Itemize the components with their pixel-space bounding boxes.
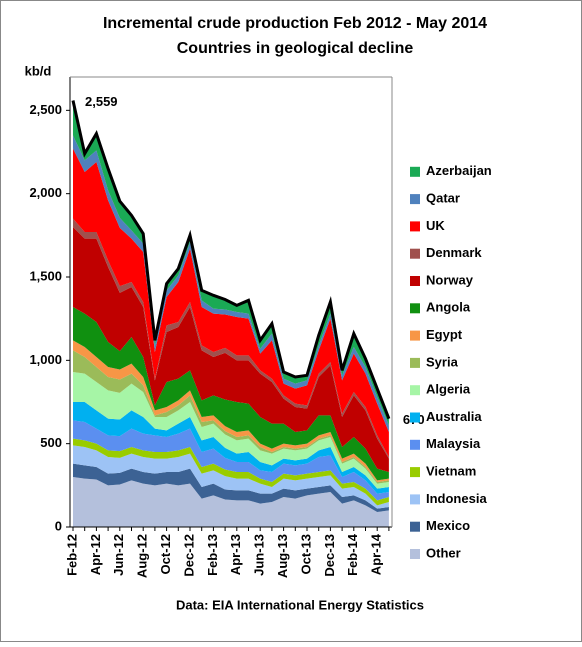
area <box>73 148 389 457</box>
legend-label: Malaysia <box>426 436 481 451</box>
x-tick-label: Aug-12 <box>135 534 150 578</box>
legend-swatch <box>410 248 420 259</box>
area <box>73 445 389 509</box>
legend-label: Angola <box>426 300 471 315</box>
x-tick-label: Dec-13 <box>322 534 337 577</box>
chart-title: Incremental crude production Feb 2012 - … <box>103 15 487 32</box>
legend-swatch <box>410 276 420 286</box>
area <box>73 218 389 459</box>
legend-label: Azerbaijan <box>426 163 492 178</box>
legend-label: Qatar <box>426 191 460 206</box>
legend-label: Australia <box>426 409 482 424</box>
source-note: Data: EIA International Energy Statistic… <box>176 597 424 612</box>
y-tick-label: 0 <box>55 518 62 533</box>
legend-label: Mexico <box>426 518 470 533</box>
area <box>73 463 389 512</box>
legend-label: Norway <box>426 272 474 287</box>
legend-label: Indonesia <box>426 491 487 506</box>
y-tick-label: 2,500 <box>29 102 62 117</box>
total-outline <box>71 100 391 420</box>
legend-swatch <box>410 357 420 368</box>
x-tick-label: Oct-12 <box>158 534 173 574</box>
y-tick-label: 1,500 <box>29 268 62 283</box>
legend-swatch <box>410 521 420 532</box>
x-tick-label: Aug-13 <box>275 534 290 578</box>
x-tick-label: Jun-12 <box>111 534 126 576</box>
legend-swatch <box>410 303 420 314</box>
x-tick-label: Apr-12 <box>88 534 103 575</box>
annotation: 2,559 <box>85 94 118 109</box>
area <box>73 438 389 506</box>
legend-label: Syria <box>426 354 459 369</box>
x-tick-label: Apr-13 <box>228 534 243 575</box>
x-tick-label: Feb-14 <box>345 533 360 576</box>
legend-label: Egypt <box>426 327 463 342</box>
x-tick-label: Jun-13 <box>252 534 267 576</box>
x-tick-label: Apr-14 <box>369 533 384 575</box>
y-tick-label: 500 <box>40 435 62 450</box>
legend-swatch <box>410 166 420 177</box>
legend-label: UK <box>426 218 445 233</box>
y-tick-label: 2,000 <box>29 185 62 200</box>
legend-swatch <box>410 221 420 232</box>
area <box>73 420 389 501</box>
legend-swatch <box>410 385 420 396</box>
y-tick-label: 1,000 <box>29 352 62 367</box>
legend-swatch <box>410 330 420 341</box>
chart-subtitle: Countries in geological decline <box>177 40 414 57</box>
legend-swatch <box>410 439 420 450</box>
legend-label: Vietnam <box>426 464 476 479</box>
area <box>73 477 389 527</box>
legend-swatch <box>410 494 420 505</box>
legend-swatch <box>410 549 420 559</box>
x-tick-label: Feb-13 <box>205 534 220 576</box>
area <box>73 227 389 472</box>
y-axis-label: kb/d <box>25 63 52 78</box>
legend-label: Algeria <box>426 382 471 397</box>
legend-swatch <box>410 194 420 205</box>
x-tick-label: Oct-13 <box>298 534 313 574</box>
x-tick-label: Feb-12 <box>64 534 79 576</box>
legend-swatch <box>410 467 420 478</box>
legend-label: Denmark <box>426 245 482 260</box>
legend-label: Other <box>426 545 461 560</box>
x-tick-label: Dec-12 <box>181 534 196 577</box>
legend-swatch <box>410 412 420 423</box>
area <box>73 307 389 481</box>
